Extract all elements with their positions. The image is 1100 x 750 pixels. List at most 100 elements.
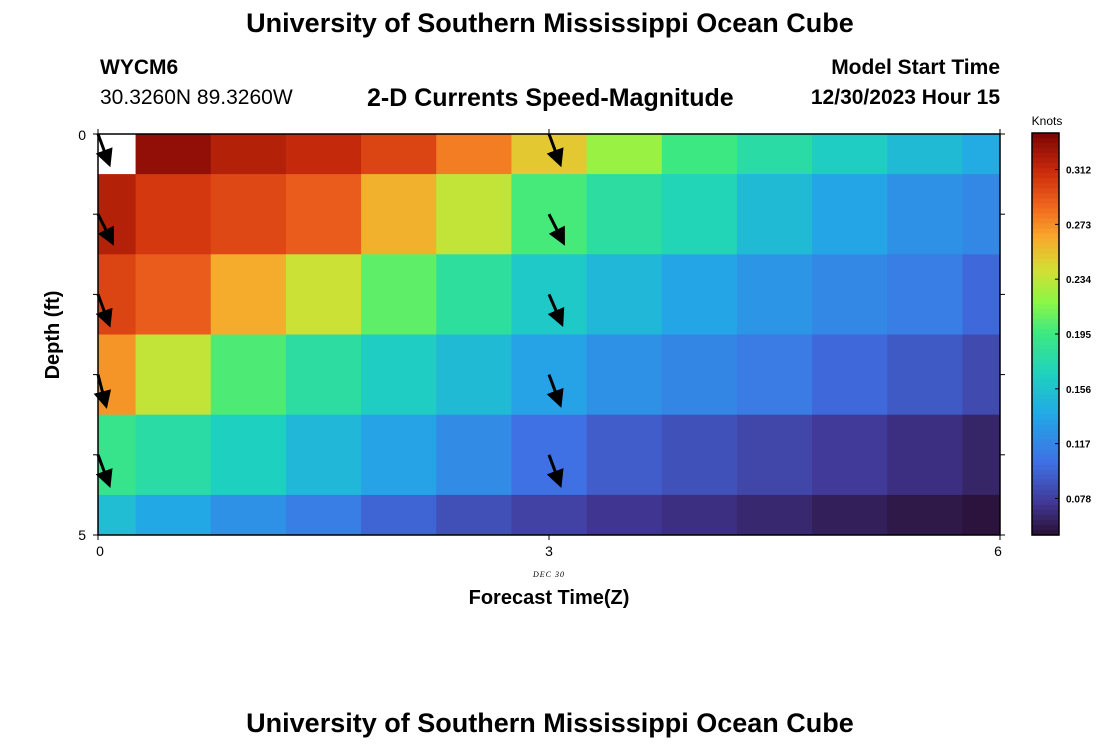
heatmap-cell: [736, 254, 813, 335]
colorbar-segment: [1032, 449, 1059, 456]
heatmap-cell: [887, 334, 963, 416]
x-tick-label: 3: [545, 543, 553, 559]
colorbar-segment: [1032, 133, 1059, 139]
heatmap-cell: [661, 414, 738, 496]
colorbar-segment: [1032, 414, 1059, 421]
heatmap-cell: [586, 254, 663, 335]
heatmap-cell: [661, 134, 738, 175]
heatmap-cell: [436, 414, 512, 496]
heatmap-cell: [812, 494, 888, 536]
colorbar-segment: [1032, 208, 1059, 214]
x-tick-label: 6: [994, 543, 1002, 559]
heatmap-cell: [586, 174, 663, 255]
heatmap-cell: [887, 134, 963, 175]
colorbar-label: Knots: [1032, 114, 1063, 128]
colorbar-segment: [1032, 238, 1059, 245]
colorbar-segment: [1032, 334, 1059, 340]
heatmap-cell: [812, 254, 888, 335]
heatmap-cell: [210, 334, 287, 416]
colorbar-segment: [1032, 459, 1059, 466]
heatmap-cell: [962, 334, 1001, 416]
date-label: DEC 30: [532, 570, 565, 579]
colorbar-segment: [1032, 344, 1059, 350]
heatmap-cell: [736, 414, 813, 496]
colorbar-segment: [1032, 163, 1059, 169]
colorbar-segment: [1032, 173, 1059, 179]
colorbar-segment: [1032, 369, 1059, 375]
heatmap-cell: [285, 134, 362, 175]
colorbar-segment: [1032, 303, 1059, 310]
current-vector-arrow: [546, 133, 564, 168]
colorbar-segment: [1032, 439, 1059, 446]
heatmap-cell: [98, 174, 136, 255]
x-axis-label: Forecast Time(Z): [469, 587, 630, 609]
colorbar-segment: [1032, 489, 1059, 496]
current-vector-arrow: [95, 293, 113, 328]
heatmap-cell: [887, 254, 963, 335]
current-vector-arrow: [95, 133, 113, 168]
heatmap-cell: [285, 254, 362, 335]
colorbar-tick-label: 0.234: [1066, 275, 1091, 286]
colorbar-segment: [1032, 178, 1059, 184]
colorbar-segment: [1032, 258, 1059, 265]
heatmap-cell: [736, 494, 813, 536]
heatmap-cell: [135, 174, 212, 255]
colorbar-segment: [1032, 504, 1059, 511]
colorbar-segment: [1032, 389, 1059, 395]
colorbar-tick-label: 0.078: [1066, 494, 1091, 505]
colorbar-segment: [1032, 158, 1059, 164]
colorbar-segment: [1032, 168, 1059, 174]
colorbar-segment: [1032, 409, 1059, 415]
colorbar-tick-label: 0.156: [1066, 385, 1091, 396]
heatmap-cell: [736, 174, 813, 255]
heatmap-cell: [887, 414, 963, 496]
heatmap-cell: [436, 254, 512, 335]
heatmap-cell: [661, 334, 738, 416]
heatmap-cell: [812, 134, 888, 175]
colorbar-segment: [1032, 198, 1059, 204]
heatmap-cell: [586, 414, 663, 496]
heatmap-cell: [361, 494, 437, 536]
station-id: WYCM6: [100, 56, 179, 79]
colorbar-segment: [1032, 263, 1059, 270]
colorbar-segment: [1032, 429, 1059, 436]
heatmap-cell: [210, 494, 287, 536]
colorbar-segment: [1032, 218, 1059, 225]
colorbar-segment: [1032, 399, 1059, 405]
heatmap-cell: [361, 134, 437, 175]
colorbar-segment: [1032, 524, 1059, 531]
colorbar-segment: [1032, 188, 1059, 194]
colorbar-segment: [1032, 444, 1059, 451]
colorbar-segment: [1032, 419, 1059, 426]
heatmap-cell: [361, 334, 437, 416]
heatmap-cell: [210, 254, 287, 335]
heatmap-cell: [361, 174, 437, 255]
colorbar-segment: [1032, 273, 1059, 280]
colorbar-segment: [1032, 213, 1059, 220]
colorbar-tick-label: 0.195: [1066, 330, 1091, 341]
colorbar-segment: [1032, 339, 1059, 345]
colorbar-segment: [1032, 183, 1059, 189]
station-coordinates: 30.3260N 89.3260W: [100, 86, 293, 109]
heatmap-cell: [586, 494, 663, 536]
colorbar-segment: [1032, 253, 1059, 260]
heatmap-cell: [736, 334, 813, 416]
colorbar-segment: [1032, 474, 1059, 481]
heatmap-cell: [887, 494, 963, 536]
colorbar-tick-label: 0.312: [1066, 166, 1091, 177]
heatmap-cell: [98, 414, 136, 496]
heatmap-cell: [210, 414, 287, 496]
model-start-value: 12/30/2023 Hour 15: [810, 86, 1000, 109]
heatmap-cell: [661, 174, 738, 255]
colorbar-segment: [1032, 464, 1059, 471]
colorbar-segment: [1032, 268, 1059, 275]
heatmap-cell: [210, 174, 287, 255]
colorbar-segment: [1032, 519, 1059, 526]
heatmap-cell: [98, 494, 136, 536]
colorbar-segment: [1032, 479, 1059, 486]
heatmap-cell: [436, 334, 512, 416]
heatmap-cell: [361, 414, 437, 496]
colorbar-segment: [1032, 424, 1059, 431]
heatmap-cell: [98, 134, 136, 175]
